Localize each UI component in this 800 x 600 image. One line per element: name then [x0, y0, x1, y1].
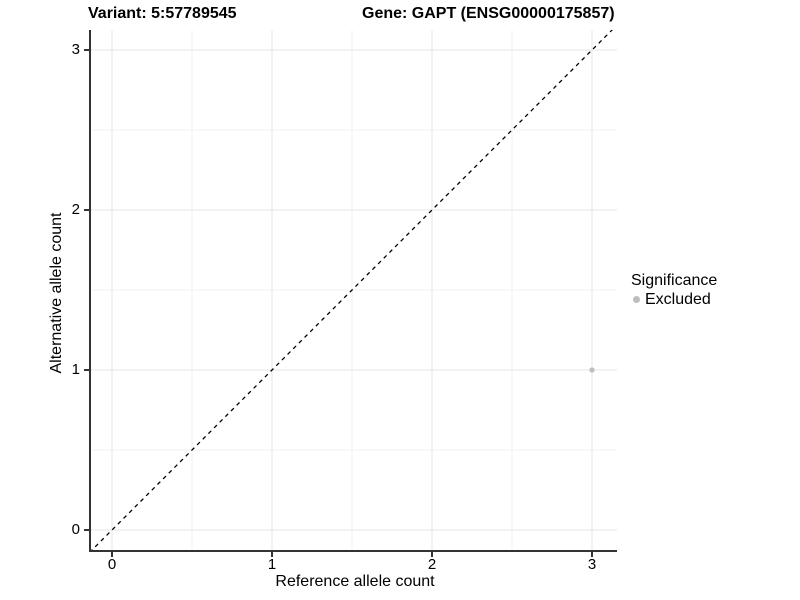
- x-tick-mark: [271, 552, 273, 557]
- y-axis-title: Alternative allele count: [48, 212, 65, 374]
- data-point: [589, 367, 595, 373]
- y-tick-mark: [84, 49, 89, 51]
- x-tick-mark: [111, 552, 113, 557]
- plot-panel: [89, 30, 617, 552]
- legend-title: Significance: [631, 272, 718, 289]
- x-tick-label-2: 2: [427, 556, 437, 573]
- plot-canvas: [89, 30, 617, 552]
- legend: Significance Excluded: [630, 271, 717, 309]
- x-tick-label-0: 0: [107, 556, 117, 573]
- gene-title: Gene: GAPT (ENSG00000175857): [362, 5, 615, 22]
- x-tick-label-1: 1: [267, 556, 277, 573]
- x-tick-mark: [591, 552, 593, 557]
- y-tick-mark: [84, 209, 89, 211]
- x-tick-mark: [431, 552, 433, 557]
- y-tick-mark: [84, 369, 89, 371]
- x-axis-title: Reference allele count: [275, 573, 435, 590]
- y-tick-label-3: 3: [71, 41, 80, 58]
- y-tick-label-1: 1: [71, 361, 80, 378]
- y-tick-label-0: 0: [71, 521, 80, 538]
- x-tick-label-3: 3: [587, 556, 597, 573]
- legend-item-excluded: Excluded: [630, 290, 717, 309]
- variant-title: Variant: 5:57789545: [88, 5, 237, 22]
- y-tick-label-2: 2: [71, 201, 80, 218]
- y-tick-mark: [84, 529, 89, 531]
- legend-item-label: Excluded: [645, 291, 711, 308]
- legend-point-icon: [633, 296, 640, 303]
